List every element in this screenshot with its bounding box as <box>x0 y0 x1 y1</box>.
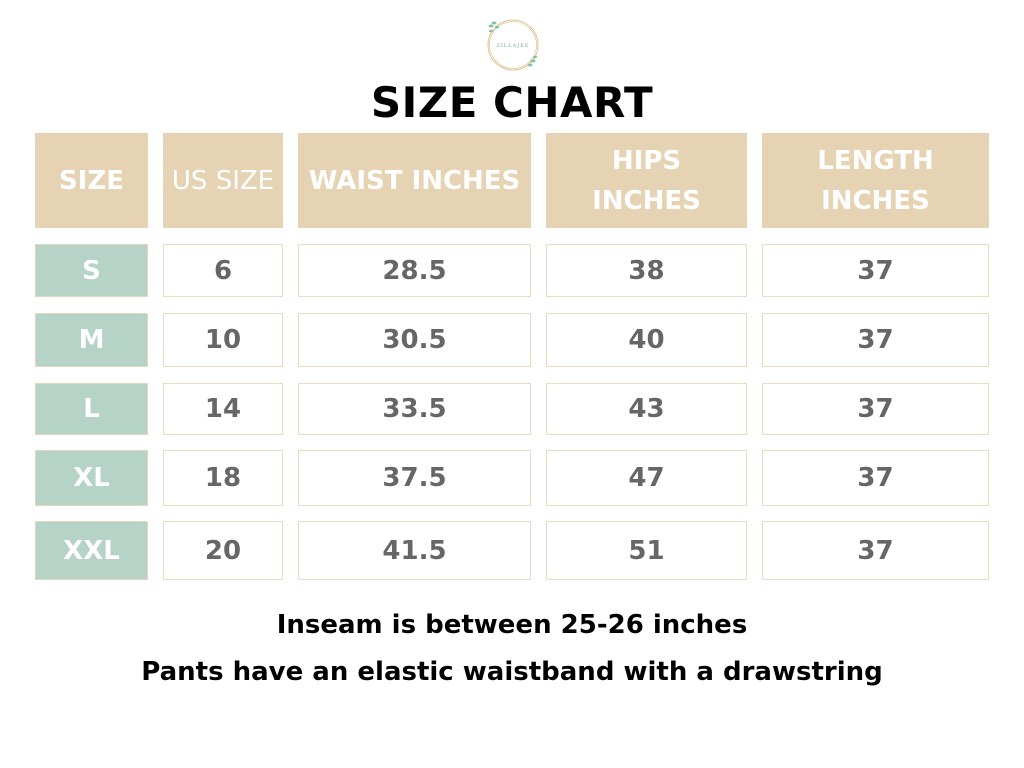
cell-size: XL <box>35 450 148 506</box>
header-waist: WAIST INCHES <box>298 133 531 228</box>
cell-waist: 30.5 <box>298 313 531 367</box>
cell-us-size: 10 <box>163 313 283 367</box>
cell-length: 37 <box>762 521 989 580</box>
cell-hips: 43 <box>546 383 747 435</box>
cell-length: 37 <box>762 313 989 367</box>
header-length: LENGTH INCHES <box>762 133 989 228</box>
header-us-size: US SIZE <box>163 133 283 228</box>
cell-us-size: 14 <box>163 383 283 435</box>
cell-us-size: 6 <box>163 244 283 297</box>
inseam-note: Inseam is between 25-26 inches <box>276 610 748 640</box>
cell-hips: 47 <box>546 450 747 506</box>
cell-size: S <box>35 244 148 297</box>
cell-us-size: 20 <box>163 521 283 580</box>
cell-waist: 33.5 <box>298 383 531 435</box>
waistband-note: Pants have an elastic waistband with a d… <box>141 657 883 687</box>
cell-length: 37 <box>762 450 989 506</box>
header-size: SIZE <box>35 133 148 228</box>
cell-waist: 37.5 <box>298 450 531 506</box>
cell-size: M <box>35 313 148 367</box>
cell-hips: 38 <box>546 244 747 297</box>
cell-us-size: 18 <box>163 450 283 506</box>
cell-length: 37 <box>762 383 989 435</box>
cell-hips: 40 <box>546 313 747 367</box>
cell-size: XXL <box>35 521 148 580</box>
zillajee-logo: ZILLAJEE <box>487 19 539 71</box>
cell-waist: 41.5 <box>298 521 531 580</box>
cell-length: 37 <box>762 244 989 297</box>
header-hips: HIPS INCHES <box>546 133 747 228</box>
cell-hips: 51 <box>546 521 747 580</box>
page-title: SIZE CHART <box>370 78 654 127</box>
cell-waist: 28.5 <box>298 244 531 297</box>
svg-text:ZILLAJEE: ZILLAJEE <box>496 43 529 49</box>
cell-size: L <box>35 383 148 435</box>
